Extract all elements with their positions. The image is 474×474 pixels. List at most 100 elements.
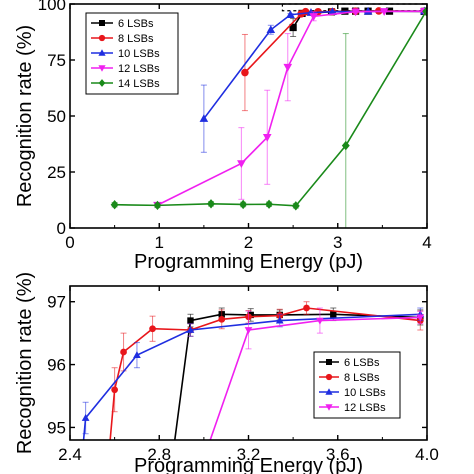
data-point [416, 314, 425, 322]
data-point [218, 315, 226, 323]
data-point [316, 317, 324, 325]
y-tick-label: 25 [47, 163, 66, 182]
data-point [81, 414, 90, 421]
legend-item-6-lsbs: 6 LSBs [91, 18, 154, 30]
x-axis-title: Programming Energy (pJ) [134, 455, 363, 474]
series-line [209, 316, 421, 440]
data-point [187, 317, 194, 324]
y-tick-label: 96 [47, 356, 66, 375]
data-point [241, 68, 249, 77]
series-14-lsbs [110, 6, 427, 228]
plot-area [81, 301, 425, 440]
series-8-lsbs [241, 7, 427, 112]
data-point [328, 7, 337, 15]
x-tick-label: 4.0 [415, 445, 439, 464]
data-point [244, 327, 253, 334]
x-tick-label: 3 [333, 233, 342, 252]
legend-item-12-lsbs: 12 LSBs [319, 402, 386, 414]
data-point [289, 23, 297, 32]
data-point [199, 114, 209, 122]
plot-area [110, 6, 427, 228]
y-tick-label: 100 [38, 0, 66, 14]
x-axis-title: Programming Energy (pJ) [134, 251, 363, 273]
y-tick-label: 75 [47, 51, 66, 70]
series-12-lsbs [153, 8, 427, 210]
data-point [309, 13, 318, 21]
legend-label: 8 LSBs [118, 33, 154, 45]
x-tick-label: 3.2 [237, 445, 261, 464]
data-point [363, 6, 373, 15]
legend-label: 12 LSBs [118, 63, 160, 75]
data-point [266, 25, 276, 33]
x-tick-label: 2.4 [58, 445, 82, 464]
data-point [262, 134, 272, 142]
y-tick-label: 0 [57, 219, 66, 238]
legend-marker [98, 79, 106, 87]
data-point [149, 325, 156, 333]
legend-label: 6 LSBs [118, 18, 154, 30]
y-tick-label: 97 [47, 293, 66, 312]
data-point [111, 386, 118, 394]
legend-item-8-lsbs: 8 LSBs [319, 372, 380, 384]
data-point [422, 6, 427, 17]
series-line [203, 10, 425, 120]
x-tick-label: 1 [155, 233, 164, 252]
data-point [207, 199, 215, 209]
bottom-panel: 2.4 2.8 3.2 3.6 4.0 95 96 97 Programming Energy … [14, 272, 439, 474]
data-point [120, 348, 127, 356]
legend-label: 8 LSBs [344, 372, 380, 384]
y-tick-label: 50 [47, 107, 66, 126]
x-tick-label: 3.6 [326, 445, 350, 464]
data-point [186, 326, 195, 333]
data-point [283, 63, 293, 72]
data-point [286, 10, 295, 18]
data-point [153, 200, 162, 211]
x-tick-label: 0 [65, 233, 74, 252]
data-point [275, 316, 284, 324]
legend-label: 14 LSBs [118, 78, 160, 90]
legend-marker [99, 20, 105, 26]
legend-marker [325, 404, 333, 411]
legend-marker [98, 34, 106, 42]
data-point [351, 8, 360, 17]
series-line [157, 10, 425, 206]
legend-label: 6 LSBs [344, 357, 380, 369]
x-tick-label: 4 [422, 233, 431, 252]
legend-item-8-lsbs: 8 LSBs [91, 33, 154, 45]
series-line [82, 313, 421, 440]
data-point [330, 311, 337, 318]
data-point [341, 140, 350, 151]
data-point [239, 199, 248, 210]
series-line [109, 307, 421, 440]
x-tick-label: 2 [244, 233, 253, 252]
legend: 6 LSBs 8 LSBs 10 LSBs 12 LSBs 14 LSBs [85, 12, 179, 95]
data-point [303, 304, 310, 312]
x-tick-label: 2.8 [147, 445, 171, 464]
legend-label: 12 LSBs [344, 402, 386, 414]
top-panel: 0 1 2 3 4 0 25 50 75 100 Programming Energy (pJ) Re… [14, 0, 432, 273]
legend-marker [326, 359, 332, 365]
data-point [379, 8, 389, 16]
legend-label: 10 LSBs [118, 48, 160, 60]
y-axis-title: Recognition rate (%) [14, 25, 36, 207]
series-line [244, 10, 425, 74]
series-10-lsbs [199, 6, 427, 153]
y-axis-title: Recognition rate (%) [14, 272, 36, 454]
legend-item-10-lsbs: 10 LSBs [91, 48, 160, 60]
legend-marker [325, 373, 333, 381]
legend-item-14-lsbs: 14 LSBs [91, 78, 160, 90]
y-tick-label: 95 [47, 418, 66, 437]
legend-item-10-lsbs: 10 LSBs [319, 387, 386, 399]
data-point [110, 200, 119, 210]
legend-marker [98, 49, 106, 56]
legend-label: 10 LSBs [344, 387, 386, 399]
legend: 6 LSBs 8 LSBs 10 LSBs 12 LSBs [313, 351, 401, 419]
data-point [237, 160, 246, 168]
data-point [265, 199, 273, 209]
data-point [291, 201, 300, 211]
legend-item-6-lsbs: 6 LSBs [319, 357, 380, 369]
legend-marker [325, 388, 333, 395]
legend-marker [98, 65, 106, 72]
data-point [133, 351, 141, 359]
